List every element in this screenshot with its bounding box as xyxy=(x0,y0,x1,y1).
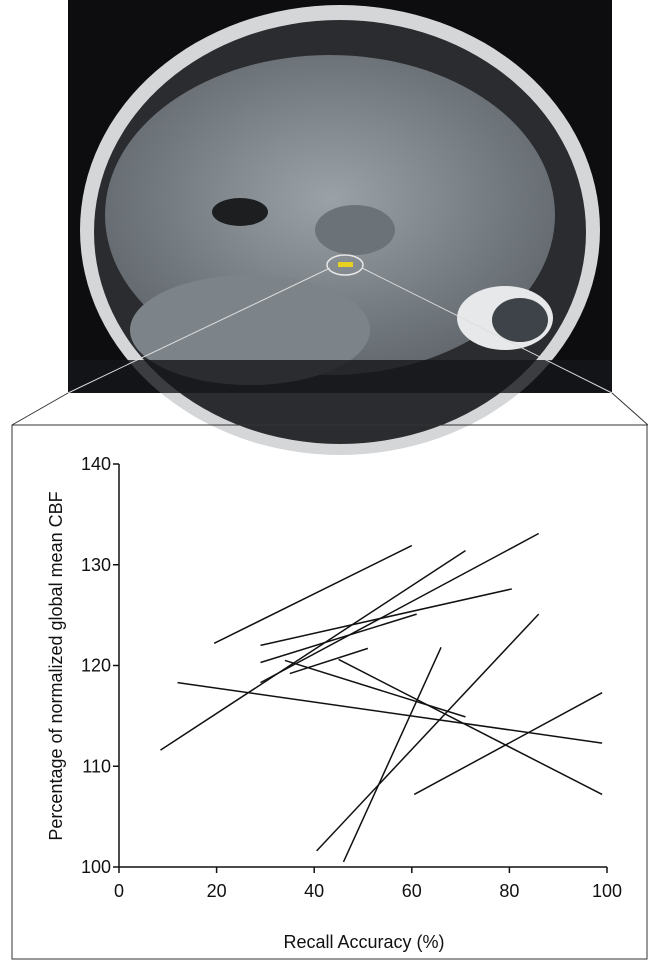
line-segment xyxy=(261,614,417,662)
y-tick-label: 120 xyxy=(81,656,111,676)
x-tick-label: 0 xyxy=(114,881,124,901)
line-segment xyxy=(261,534,539,683)
x-tick-label: 80 xyxy=(499,881,519,901)
y-axis-label: Percentage of normalized global mean CBF xyxy=(46,491,66,840)
y-tick-label: 140 xyxy=(81,454,111,474)
line-segment xyxy=(178,683,603,743)
line-segment xyxy=(339,659,603,794)
x-tick-label: 100 xyxy=(592,881,622,901)
line-segment xyxy=(261,589,512,645)
line-segment xyxy=(160,551,465,750)
figure: 100 110 120 130 140 0 20 40 60 80 100 Recall Accur… xyxy=(0,0,648,960)
y-tick-label: 100 xyxy=(81,857,111,877)
x-tick-label: 20 xyxy=(207,881,227,901)
line-segment xyxy=(285,660,466,716)
line-segment xyxy=(214,546,412,644)
x-tick-label: 60 xyxy=(402,881,422,901)
y-tick-label: 130 xyxy=(81,555,111,575)
x-axis-label: Recall Accuracy (%) xyxy=(283,932,444,952)
mri-image xyxy=(68,0,612,455)
plot: 100 110 120 130 140 0 20 40 60 80 100 xyxy=(81,454,622,901)
line-segment xyxy=(317,614,539,851)
line-segment xyxy=(343,647,441,862)
y-tick-label: 110 xyxy=(82,756,111,776)
x-tick-label: 40 xyxy=(304,881,324,901)
